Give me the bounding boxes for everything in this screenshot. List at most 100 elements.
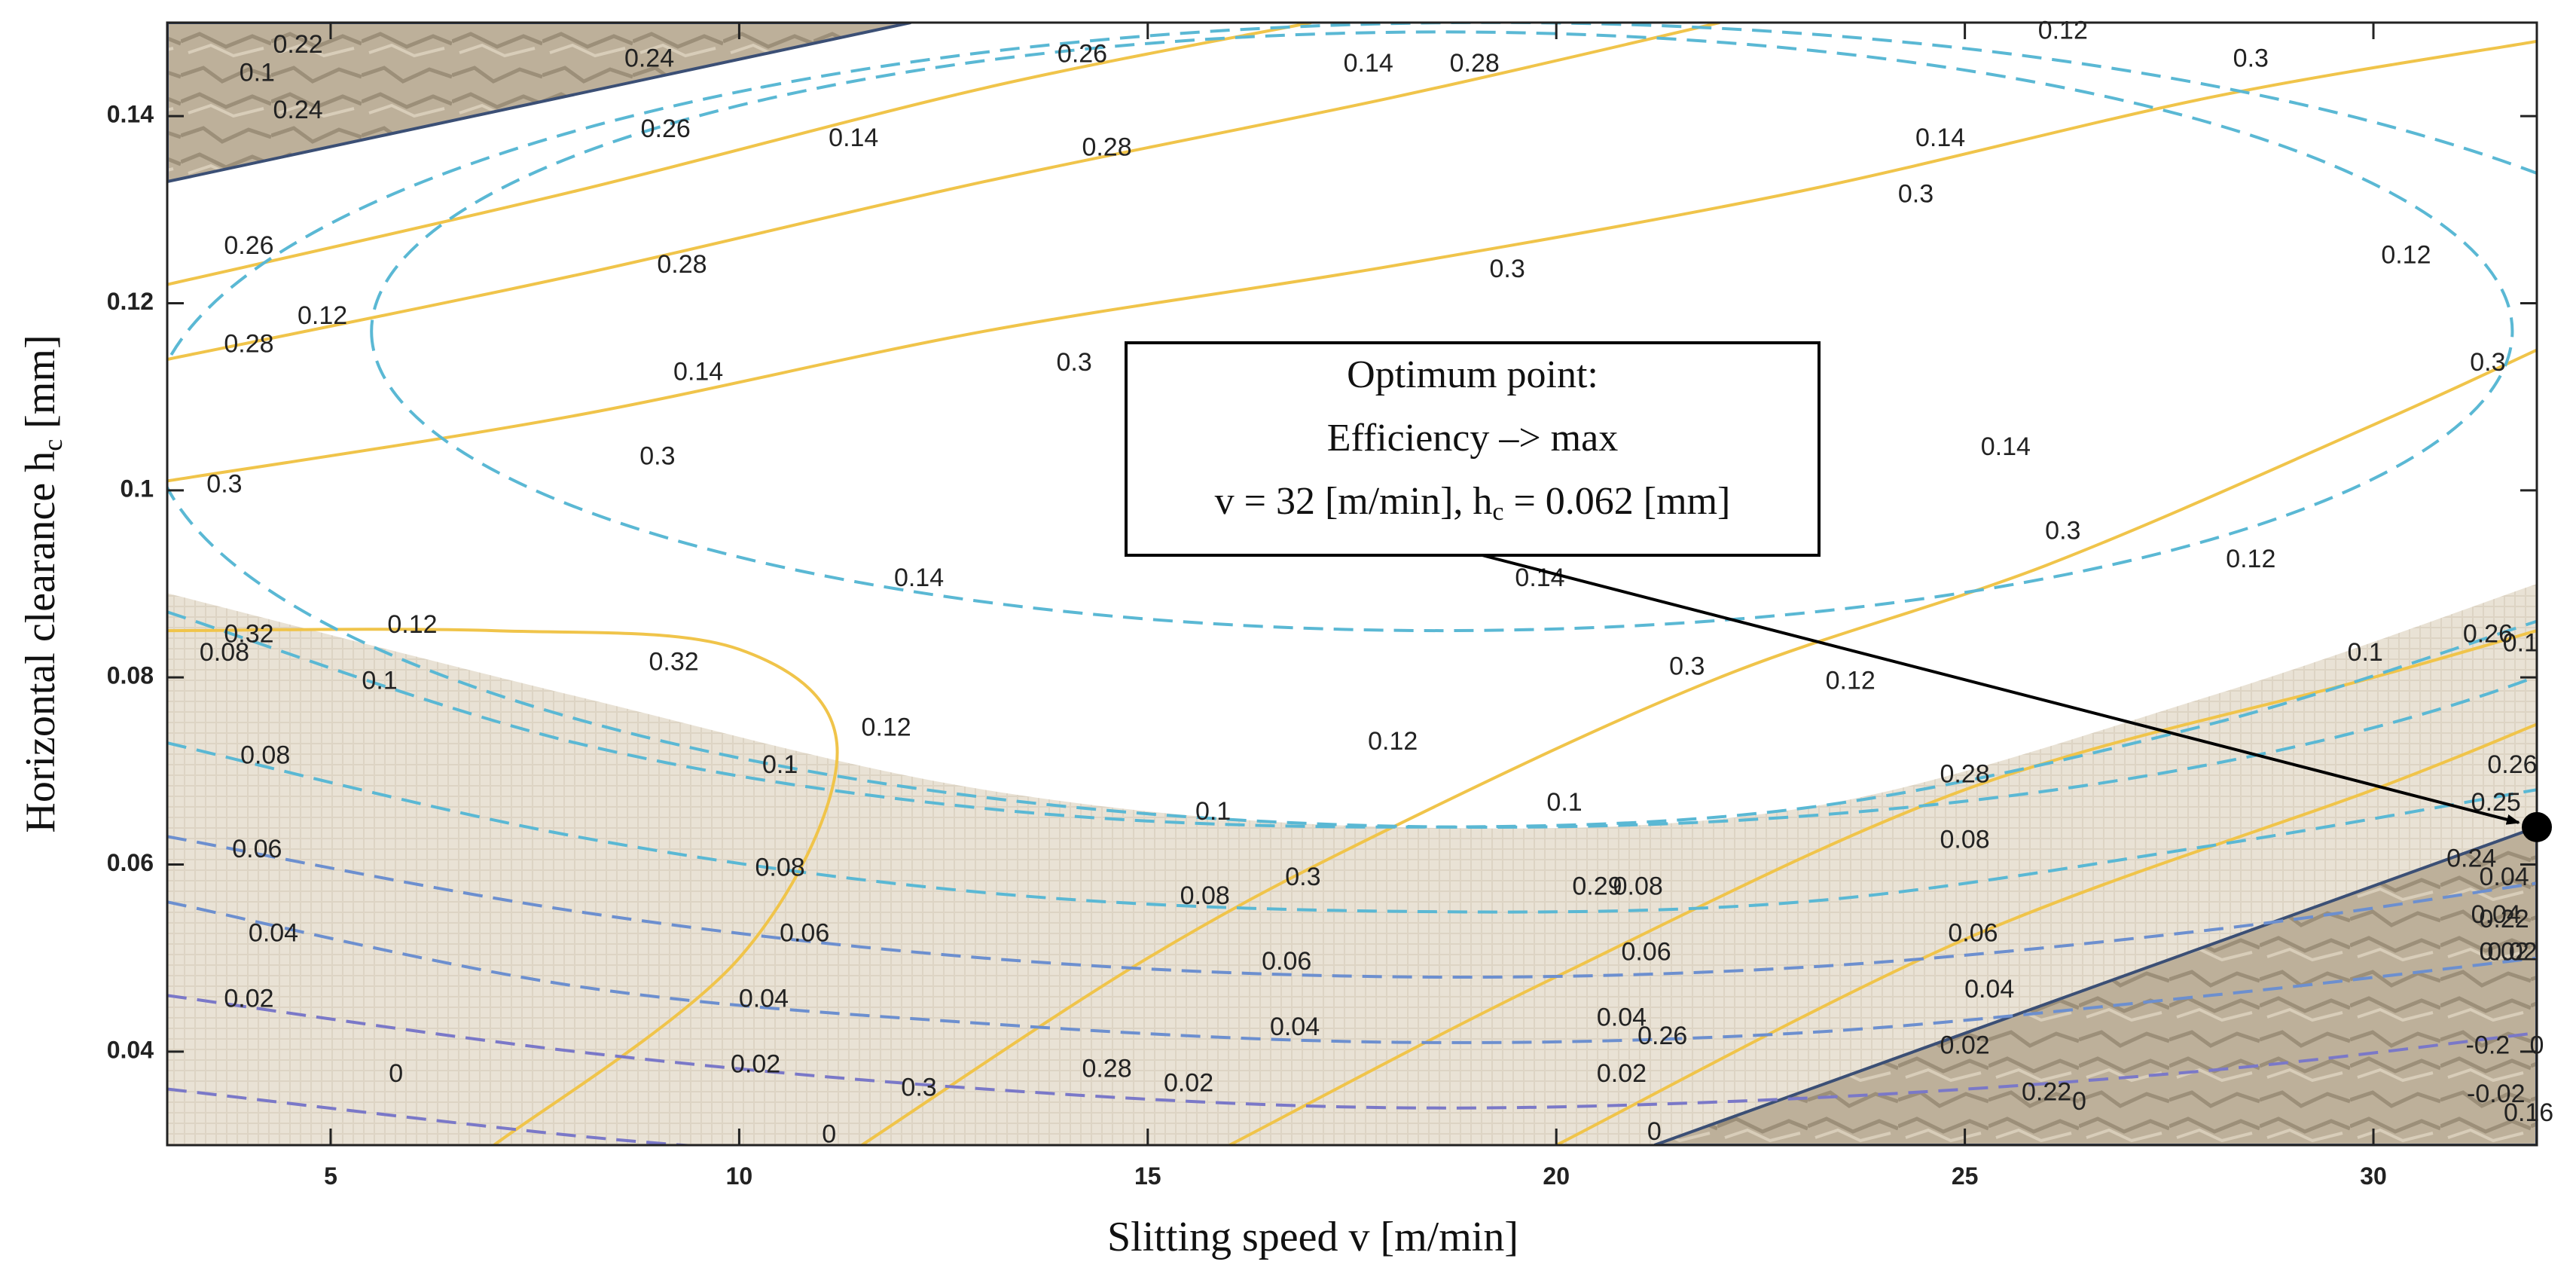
corner-region-lower-right	[1653, 825, 2537, 1145]
contour-label: 0.06	[1948, 919, 1998, 948]
corner-contour-label: 0.02	[2480, 937, 2529, 966]
contour-label: 0.1	[1195, 797, 1231, 826]
corner-contour-label: 0.24	[273, 96, 322, 124]
y-tick-label: 0.14	[107, 101, 154, 128]
corner-contour-label: 0.04	[2480, 863, 2529, 891]
contour-label: 0.04	[249, 919, 298, 948]
contour-label: 0.12	[1368, 727, 1418, 756]
axis-ticks: 5 10 15 20 25 30 0.04 0.06 0.08 0.1 0.12 0.14	[107, 23, 2537, 1190]
contour-label: 0.06	[1621, 937, 1671, 966]
contour-label: 0.32	[224, 619, 273, 648]
contour-label: 0.3	[1285, 863, 1320, 891]
contour-labels: 0.26 0.26 0.26 0.28 0.28 0.28 0.3 0.3 0.3 0.3 0.3 0…	[200, 16, 2553, 1148]
corner-contour-label: 0.22	[2022, 1078, 2071, 1107]
annotation-box	[1125, 341, 1821, 557]
corner-contour-label: -0.02	[2467, 1080, 2526, 1108]
corner-contour-label: -0.2	[2466, 1031, 2510, 1060]
contour-label: 0.12	[2226, 545, 2275, 573]
contour-label: 0.26	[641, 115, 691, 143]
contour-label: 0.02	[1164, 1068, 1213, 1097]
x-tick-label: 5	[324, 1162, 337, 1190]
contour-label: 0.04	[739, 985, 789, 1013]
x-tick-label: 15	[1134, 1162, 1161, 1190]
x-tick-label: 10	[726, 1162, 753, 1190]
contour-label: 0.12	[2381, 240, 2431, 269]
contour-label: 0.12	[387, 610, 437, 639]
optimum-point-marker	[2522, 811, 2552, 842]
solid-contour-0-28	[167, 23, 1720, 361]
x-axis-title: Slitting speed v [m/min]	[1107, 1214, 1518, 1260]
corner-contour-label: 0.22	[2480, 905, 2529, 933]
solid-contour-0-26	[167, 23, 1312, 286]
contour-label: 0.02	[224, 985, 273, 1013]
contour-label: 0.3	[1669, 652, 1705, 681]
contour-label: 0.08	[755, 854, 805, 882]
dashed-contour-0-04	[167, 900, 2537, 1044]
contour-label: 0.14	[673, 358, 723, 386]
corner-region-upper-left	[167, 23, 911, 184]
contour-label: 0.08	[1613, 872, 1663, 901]
contour-label: 0.26	[224, 231, 273, 260]
contour-label: 0.04	[2471, 900, 2521, 929]
contour-label: 0.02	[1597, 1059, 1647, 1088]
optimum-annotation: Optimum point: Efficiency –> max v = 32 …	[1125, 341, 2552, 842]
contour-label: 0.08	[200, 638, 249, 667]
contour-label: 0.1	[2348, 638, 2383, 667]
contour-label: 0	[822, 1120, 836, 1149]
corner-contour-label: 0.1	[2503, 629, 2538, 658]
contour-label: 0.3	[206, 470, 242, 499]
optimum-arrow	[1476, 552, 2520, 825]
y-axis-title: Horizontal clearance hc [mm]	[17, 335, 68, 832]
contour-label: 0.3	[639, 441, 675, 470]
solid-contour-0-3	[861, 348, 2537, 1145]
annotation-line-3: v = 32 [m/min], hc = 0.062 [mm]	[1215, 480, 1731, 526]
dashed-contour-0-12	[167, 23, 2537, 829]
contour-label: 0.28	[1940, 760, 1990, 789]
annotation-line-1: Optimum point:	[1347, 353, 1598, 396]
contour-label: 0.28	[1082, 133, 1131, 162]
corner-contour-label: 0.22	[273, 30, 322, 59]
corner-contour-label: 0.1	[240, 58, 275, 87]
contour-label: 0.06	[1262, 947, 1311, 976]
contour-label: 0.04	[1597, 1003, 1647, 1031]
axes-frame	[166, 21, 2538, 1147]
contour-label: 0.32	[649, 648, 698, 677]
dashed-contour-0-1	[167, 610, 2537, 829]
contour-label: 0.08	[240, 741, 290, 770]
corner-contour-label: 0	[2072, 1087, 2086, 1116]
contour-label: 0.28	[1082, 1055, 1131, 1083]
x-tick-label: 20	[1543, 1162, 1570, 1190]
contour-label: 0.12	[1826, 666, 1876, 695]
contour-label: 0.28	[1450, 49, 1500, 78]
y-tick-label: 0.08	[107, 662, 154, 689]
contour-label: 0.24	[624, 44, 674, 73]
contour-label: 0.02	[2487, 937, 2537, 966]
contour-label: 0.12	[298, 301, 347, 330]
contour-label: 0.06	[780, 919, 829, 948]
contour-label: 0.02	[731, 1049, 780, 1078]
y-tick-label: 0.1	[121, 475, 154, 502]
contour-label: 0.1	[762, 750, 798, 779]
contour-label: 0.3	[1489, 255, 1525, 283]
y-tick-label: 0.06	[107, 849, 154, 876]
y-tick-label: 0.12	[107, 288, 154, 315]
y-tick-label: 0.04	[107, 1036, 154, 1063]
contour-label: 0.14	[829, 124, 878, 152]
contour-label: 0.04	[1964, 975, 2014, 1004]
contour-label: 0.08	[1180, 881, 1230, 910]
contour-label: 0.06	[232, 835, 282, 863]
contour-label: 0.14	[1515, 564, 1564, 592]
contour-label: 0.3	[2045, 517, 2080, 545]
contour-label: 0.29	[1572, 872, 1622, 901]
contour-label: 0.1	[362, 666, 397, 695]
contour-label: 0.02	[1940, 1031, 1990, 1060]
contour-label: 0.3	[2470, 348, 2505, 377]
solid-contour-0-26	[1555, 722, 2537, 1145]
corner-contour-label: 0.26	[2463, 619, 2513, 648]
x-tick-label: 25	[1952, 1162, 1979, 1190]
corner-contour-label: 0.16	[2504, 1098, 2553, 1127]
contour-label: 0.26	[1058, 39, 1107, 68]
contour-label: 0.08	[1940, 825, 1990, 854]
dashed-contour-0-02	[167, 994, 2537, 1110]
